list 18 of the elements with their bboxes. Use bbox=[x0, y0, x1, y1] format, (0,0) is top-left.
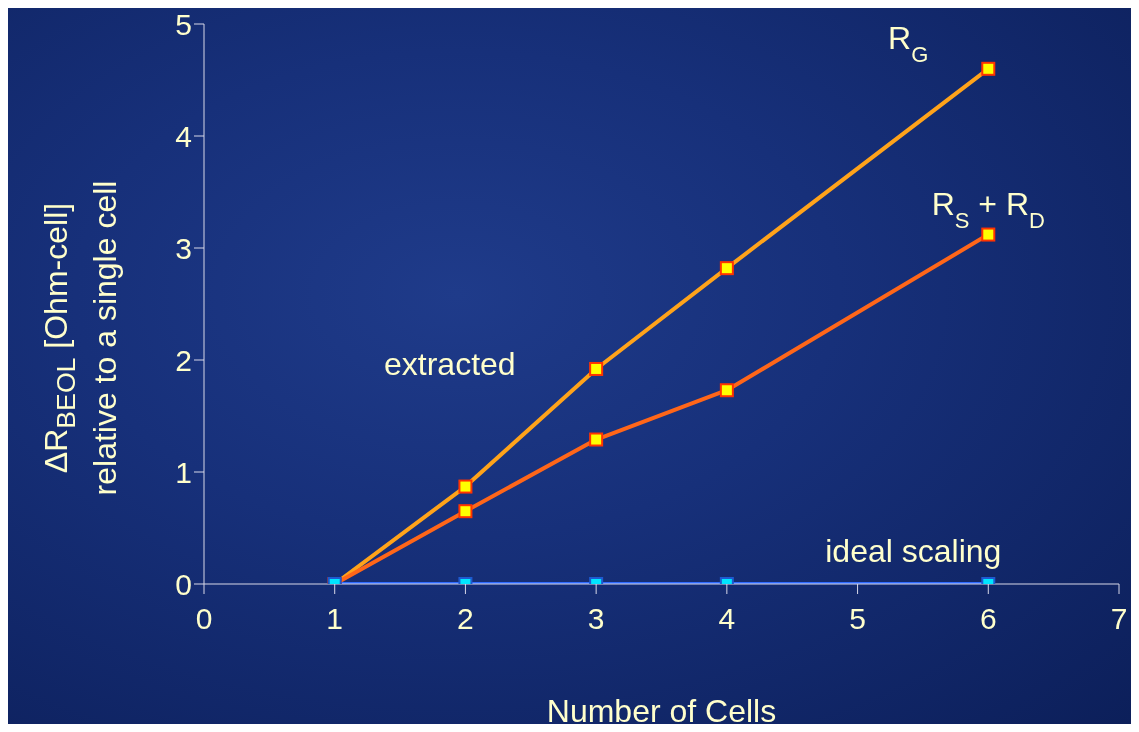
y-tick-label: 0 bbox=[175, 567, 192, 601]
x-axis-title: Number of Cells bbox=[546, 693, 777, 729]
annotation: extracted bbox=[384, 346, 516, 383]
x-tick-label: 7 bbox=[1110, 602, 1128, 636]
series-label: ideal scaling bbox=[825, 533, 1002, 569]
y-tick-label: 3 bbox=[175, 231, 192, 265]
y-tick-label: 4 bbox=[175, 119, 192, 153]
x-tick-label: 4 bbox=[718, 602, 736, 636]
x-tick-label: 1 bbox=[326, 602, 344, 636]
x-tick-label: 5 bbox=[849, 602, 866, 636]
x-tick-label: 2 bbox=[457, 602, 474, 636]
x-tick-label: 3 bbox=[587, 602, 605, 636]
x-tick-label: 6 bbox=[979, 602, 997, 636]
y-tick-label: 5 bbox=[175, 7, 192, 41]
series-label: R$_{S}$ + R$_{D}$ bbox=[931, 185, 1045, 233]
series-label: R$_{G}$ bbox=[888, 19, 929, 67]
y-tick-label: 2 bbox=[175, 343, 192, 377]
y-tick-label: 1 bbox=[175, 455, 192, 489]
